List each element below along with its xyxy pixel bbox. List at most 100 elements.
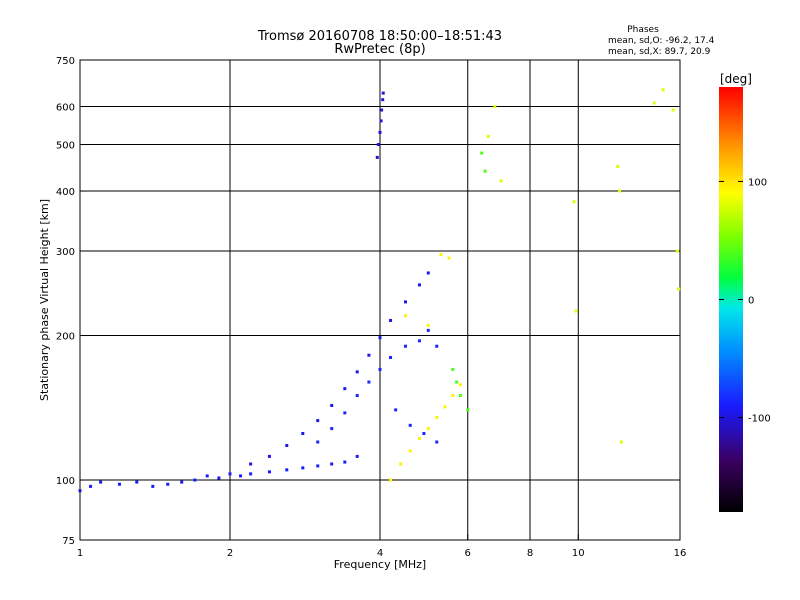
data-point <box>616 164 620 168</box>
data-point <box>661 88 665 92</box>
data-point <box>267 470 271 474</box>
data-point <box>403 314 407 318</box>
data-point <box>417 339 421 343</box>
data-point <box>330 462 334 466</box>
data-point <box>399 462 403 466</box>
colorbar-tick-label: -100 <box>748 414 771 425</box>
x-tick-label: 8 <box>527 548 533 559</box>
data-point <box>301 466 305 470</box>
data-point <box>466 408 470 412</box>
data-point <box>671 108 675 112</box>
data-point <box>89 484 93 488</box>
x-tick-label: 2 <box>227 548 233 559</box>
data-points <box>78 88 681 493</box>
data-point <box>618 189 622 193</box>
data-point <box>483 169 487 173</box>
data-point <box>403 344 407 348</box>
colorbar-ticks: 100 0 -100 <box>719 177 771 425</box>
data-point <box>451 394 455 398</box>
data-point <box>439 253 443 257</box>
data-point <box>380 108 384 112</box>
phases-line-o: mean, sd,O: -96.2, 17.4 <box>608 36 715 46</box>
data-point <box>316 440 320 444</box>
data-point <box>417 437 421 441</box>
data-point <box>443 405 447 409</box>
data-point <box>285 468 289 472</box>
data-point <box>435 440 439 444</box>
data-point <box>426 328 430 332</box>
x-axis-label: Frequency [MHz] <box>334 558 426 571</box>
data-point <box>426 271 430 275</box>
data-point <box>652 101 656 105</box>
data-point <box>378 367 382 371</box>
chart-subtitle: RwPretec (8p) <box>334 42 425 57</box>
data-point <box>379 119 383 123</box>
y-tick-label: 300 <box>56 247 75 258</box>
data-point <box>619 440 623 444</box>
data-point <box>330 427 334 431</box>
data-point <box>381 91 385 95</box>
data-point <box>343 411 347 415</box>
data-point <box>228 472 232 476</box>
data-point <box>675 249 679 253</box>
axis-ticks: 1 2 4 6 8 10 16 75 100 200 300 400 500 600 750 <box>56 56 686 559</box>
data-point <box>480 151 484 155</box>
x-tick-label: 10 <box>572 548 585 559</box>
colorbar-tick-label: 100 <box>748 177 767 188</box>
y-tick-label: 200 <box>56 332 75 343</box>
data-point <box>166 482 170 486</box>
data-point <box>378 130 382 134</box>
data-point <box>574 309 578 313</box>
phases-line-x: mean, sd,X: 89.7, 20.9 <box>608 47 711 57</box>
data-point <box>435 344 439 348</box>
data-point <box>389 318 393 322</box>
data-point <box>422 432 426 436</box>
data-point <box>135 480 139 484</box>
data-point <box>267 454 271 458</box>
gridlines <box>80 60 680 540</box>
x-tick-label: 4 <box>377 548 383 559</box>
data-point <box>426 323 430 327</box>
colorbar-tick-label: 0 <box>748 296 754 307</box>
x-tick-label: 1 <box>77 548 83 559</box>
data-point <box>499 179 503 183</box>
data-point <box>301 432 305 436</box>
y-tick-label: 600 <box>56 103 75 114</box>
data-point <box>677 287 681 291</box>
data-point <box>389 355 393 359</box>
data-point <box>394 408 398 412</box>
data-point <box>205 474 209 478</box>
data-point <box>249 462 253 466</box>
data-point <box>493 105 497 109</box>
data-point <box>435 415 439 419</box>
data-point <box>367 380 371 384</box>
data-point <box>99 480 103 484</box>
x-tick-label: 6 <box>465 548 471 559</box>
data-point <box>451 367 455 371</box>
data-point <box>316 464 320 468</box>
data-point <box>455 380 459 384</box>
data-point <box>572 200 576 204</box>
data-point <box>316 419 320 423</box>
y-tick-label: 400 <box>56 187 75 198</box>
data-point <box>193 478 197 482</box>
data-point <box>447 256 451 260</box>
data-point <box>426 427 430 431</box>
data-point <box>458 394 462 398</box>
data-point <box>355 454 359 458</box>
data-point <box>180 480 184 484</box>
chart-title: Tromsø 20160708 18:50:00–18:51:43 <box>257 29 502 44</box>
data-point <box>151 484 155 488</box>
data-point <box>239 474 243 478</box>
phases-heading: Phases <box>627 25 659 35</box>
data-point <box>117 482 121 486</box>
y-tick-label: 500 <box>56 141 75 152</box>
data-point <box>355 370 359 374</box>
data-point <box>343 387 347 391</box>
data-point <box>249 472 253 476</box>
data-point <box>381 98 385 102</box>
data-point <box>403 300 407 304</box>
data-point <box>330 403 334 407</box>
x-tick-label: 16 <box>674 548 687 559</box>
